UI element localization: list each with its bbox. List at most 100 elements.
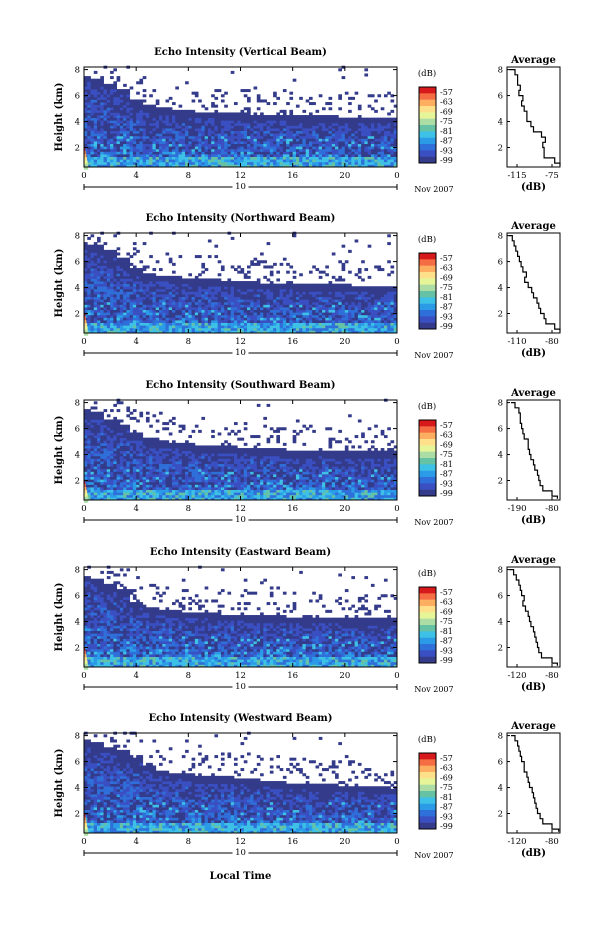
- heatmap-cell: [84, 136, 88, 139]
- heatmap-cell: [136, 323, 140, 326]
- heatmap-cell: [87, 443, 91, 446]
- x-tick-label: 12: [235, 337, 246, 347]
- heatmap-cell: [169, 286, 173, 289]
- heatmap-cell: [387, 307, 391, 310]
- heatmap-cell: [227, 289, 231, 292]
- heatmap-cell: [182, 297, 186, 300]
- heatmap-cell: [185, 325, 189, 328]
- heatmap-cell: [302, 159, 306, 162]
- heatmap-cell: [100, 456, 104, 459]
- heatmap-cell: [107, 427, 111, 430]
- heatmap-cell: [309, 133, 313, 136]
- heatmap-cell: [87, 307, 91, 310]
- heatmap-cell: [117, 128, 121, 131]
- heatmap-cell: [263, 131, 267, 134]
- heatmap-cell: [130, 118, 134, 121]
- heatmap-cell: [192, 315, 196, 318]
- heatmap-cell: [152, 312, 156, 315]
- heatmap-cell: [133, 284, 137, 287]
- heatmap-cell: [166, 252, 170, 255]
- heatmap-cell: [355, 307, 359, 310]
- heatmap-cell: [126, 252, 130, 255]
- heatmap-cell: [214, 299, 218, 302]
- heatmap-cell: [351, 157, 355, 160]
- heatmap-cell: [87, 438, 91, 441]
- heatmap-cell: [104, 445, 108, 448]
- heatmap-cell: [234, 297, 238, 300]
- heatmap-cell: [227, 317, 231, 320]
- heatmap-cell: [322, 328, 326, 331]
- heatmap-cell: [237, 141, 241, 144]
- heatmap-cell: [276, 144, 280, 147]
- heatmap-cell: [374, 297, 378, 300]
- heatmap-cell: [107, 299, 111, 302]
- heatmap-cell: [306, 159, 310, 162]
- heatmap-cell: [94, 278, 98, 281]
- heatmap-cell: [97, 79, 101, 82]
- heatmap-cell: [113, 276, 117, 279]
- heatmap-cell: [218, 302, 222, 305]
- heatmap-cell: [172, 304, 176, 307]
- heatmap-cell: [263, 284, 267, 287]
- heatmap-cell: [358, 307, 362, 310]
- heatmap-cell: [143, 291, 147, 294]
- heatmap-cell: [283, 125, 287, 128]
- heatmap-cell: [283, 120, 287, 123]
- heatmap-cell: [227, 325, 231, 328]
- heatmap-cell: [162, 317, 166, 320]
- heatmap-cell: [263, 115, 267, 118]
- heatmap-cell: [315, 136, 319, 139]
- heatmap-cell: [218, 141, 222, 144]
- heatmap-cell: [192, 297, 196, 300]
- heatmap-cell: [338, 286, 342, 289]
- heatmap-cell: [117, 94, 121, 97]
- heatmap-cell: [110, 323, 114, 326]
- heatmap-cell: [306, 157, 310, 160]
- heatmap-cell: [342, 123, 346, 126]
- heatmap-cell: [97, 284, 101, 287]
- heatmap-cell: [123, 271, 127, 274]
- heatmap-cell: [231, 123, 235, 126]
- heatmap-cell: [94, 154, 98, 157]
- heatmap-cell: [188, 317, 192, 320]
- heatmap-cell: [221, 136, 225, 139]
- heatmap-cell: [107, 448, 111, 451]
- heatmap-cell: [139, 105, 143, 108]
- heatmap-cell: [338, 159, 342, 162]
- heatmap-cell: [130, 281, 134, 284]
- heatmap-cell: [332, 286, 336, 289]
- heatmap-cell: [149, 278, 153, 281]
- heatmap-cell: [166, 115, 170, 118]
- heatmap-cell: [227, 133, 231, 136]
- heatmap-cell: [192, 307, 196, 310]
- heatmap-cell: [221, 159, 225, 162]
- heatmap-cell: [351, 315, 355, 318]
- heatmap-cell: [104, 154, 108, 157]
- heatmap-cell: [342, 310, 346, 313]
- heatmap-cell: [94, 94, 98, 97]
- heatmap-cell: [126, 92, 130, 95]
- heatmap-cell: [276, 315, 280, 318]
- heatmap-cell: [211, 94, 215, 97]
- heatmap-cell: [107, 89, 111, 92]
- heatmap-cell: [244, 141, 248, 144]
- heatmap-cell: [293, 154, 297, 157]
- heatmap-cell: [104, 456, 108, 459]
- heatmap-cell: [162, 304, 166, 307]
- heatmap-cell: [182, 123, 186, 126]
- heatmap-cell: [152, 146, 156, 149]
- heatmap-cell: [250, 125, 254, 128]
- heatmap-cell: [234, 149, 238, 152]
- heatmap-cell: [159, 286, 163, 289]
- heatmap-cell: [117, 136, 121, 139]
- heatmap-cell: [87, 325, 91, 328]
- heatmap-cell: [224, 328, 228, 331]
- heatmap-cell: [87, 136, 91, 139]
- heatmap-cell: [312, 151, 316, 154]
- heatmap-cell: [315, 157, 319, 160]
- heatmap-cell: [188, 112, 192, 115]
- heatmap-cell: [227, 154, 231, 157]
- heatmap-cell: [211, 102, 215, 105]
- heatmap-cell: [143, 76, 147, 79]
- heatmap-cell: [169, 136, 173, 139]
